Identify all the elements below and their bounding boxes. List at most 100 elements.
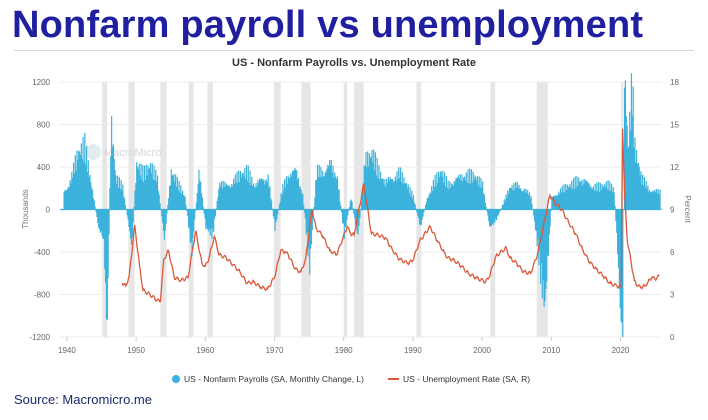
payroll-bar [127, 209, 129, 220]
payroll-bar [162, 209, 165, 231]
payroll-bar [403, 177, 405, 210]
payroll-bar [427, 198, 429, 210]
payroll-bar [369, 158, 371, 210]
payroll-bar [640, 171, 642, 210]
payroll-bar [203, 209, 205, 215]
payroll-bar [341, 209, 344, 223]
payroll-bar [156, 175, 159, 210]
payroll-bar [75, 170, 77, 210]
payroll-bar [388, 180, 390, 210]
title-divider [14, 50, 694, 51]
payroll-bar [111, 146, 114, 210]
payroll-bar [320, 167, 322, 210]
payroll-bar [276, 209, 278, 220]
payroll-bar [305, 209, 307, 235]
payroll-bar [394, 176, 396, 210]
payroll-bar [514, 189, 516, 210]
payroll-bar [412, 198, 414, 210]
left-axis-ticks: 1200 800 400 0 -400 -800 -1200 [30, 78, 51, 342]
payroll-bar [256, 187, 258, 210]
payroll-bar [200, 193, 203, 210]
payroll-bar [440, 170, 442, 210]
payroll-bar [609, 181, 611, 210]
payroll-bar [343, 209, 345, 239]
payroll-bar [545, 209, 547, 290]
payroll-bar [406, 188, 409, 210]
payroll-bar [591, 188, 593, 210]
payroll-bar [117, 187, 120, 210]
payroll-bar [287, 175, 289, 210]
payroll-bar [204, 209, 206, 219]
payroll-bar [146, 175, 148, 210]
payroll-bar [503, 199, 505, 210]
payroll-bar [111, 116, 113, 210]
payroll-bar [368, 153, 370, 210]
payroll-bar [459, 174, 461, 210]
payroll-bar [429, 192, 431, 210]
payroll-bar [147, 165, 149, 210]
payroll-bar [96, 209, 98, 218]
payroll-bar [350, 199, 352, 210]
payroll-bar [637, 162, 639, 210]
payroll-bar [150, 173, 153, 210]
payroll-bar [420, 209, 422, 225]
unemployment-line [121, 128, 660, 303]
payroll-bar [578, 182, 581, 210]
payroll-bar [392, 179, 394, 210]
payroll-bar [599, 183, 601, 210]
payroll-bar [85, 164, 87, 210]
payroll-bar [349, 200, 351, 210]
payroll-bar [489, 209, 492, 226]
legend[interactable]: US - Nonfarm Payrolls (SA, Monthly Chang… [172, 374, 530, 384]
payroll-bar [209, 209, 211, 236]
payroll-bar [353, 209, 355, 214]
payroll-bar [168, 185, 171, 210]
payroll-bar [275, 209, 277, 223]
payroll-bar [92, 190, 94, 210]
payroll-bar [433, 187, 435, 210]
page-title: Nonfarm payroll vs unemployment [12, 4, 644, 46]
payroll-bar [321, 177, 323, 210]
payroll-bar [618, 209, 620, 290]
payroll-bar [473, 180, 475, 210]
payroll-bar [191, 209, 193, 256]
payroll-bar [376, 157, 378, 210]
payroll-bar [66, 189, 69, 210]
payroll-bar [78, 150, 80, 210]
payroll-bar [457, 175, 460, 210]
payroll-bar [253, 186, 255, 210]
payroll-bar [187, 209, 189, 217]
payroll-bar [279, 201, 281, 210]
payroll-bar [610, 183, 613, 210]
payroll-bar [521, 191, 524, 210]
payroll-bar [289, 178, 291, 210]
payroll-bar [421, 209, 423, 220]
payroll-bar [463, 177, 465, 210]
payroll-bar [81, 158, 83, 210]
payroll-bar [124, 205, 127, 210]
payroll-bar [633, 147, 635, 210]
payroll-bar [551, 196, 553, 210]
payroll-bar [512, 190, 514, 210]
right-tick-label: 12 [670, 163, 679, 172]
payroll-bar [278, 204, 281, 210]
payroll-bar [134, 190, 136, 210]
payroll-bar [611, 192, 614, 210]
payroll-bar [133, 206, 135, 210]
payroll-bar [588, 183, 590, 210]
payroll-bar [105, 209, 108, 320]
payroll-bar [534, 209, 537, 230]
payroll-bar [195, 202, 197, 210]
payroll-bar [250, 185, 252, 210]
payroll-bar [284, 187, 287, 210]
payroll-bar [316, 164, 319, 210]
payroll-bar [158, 194, 160, 210]
x-tick-label: 1960 [196, 346, 214, 355]
payroll-bar [543, 209, 545, 307]
payroll-bar [237, 182, 239, 210]
payroll-bar [98, 209, 100, 228]
payroll-bar [516, 182, 518, 210]
payroll-bar [325, 171, 327, 210]
payroll-bar [119, 188, 121, 210]
payroll-bar [326, 168, 328, 210]
